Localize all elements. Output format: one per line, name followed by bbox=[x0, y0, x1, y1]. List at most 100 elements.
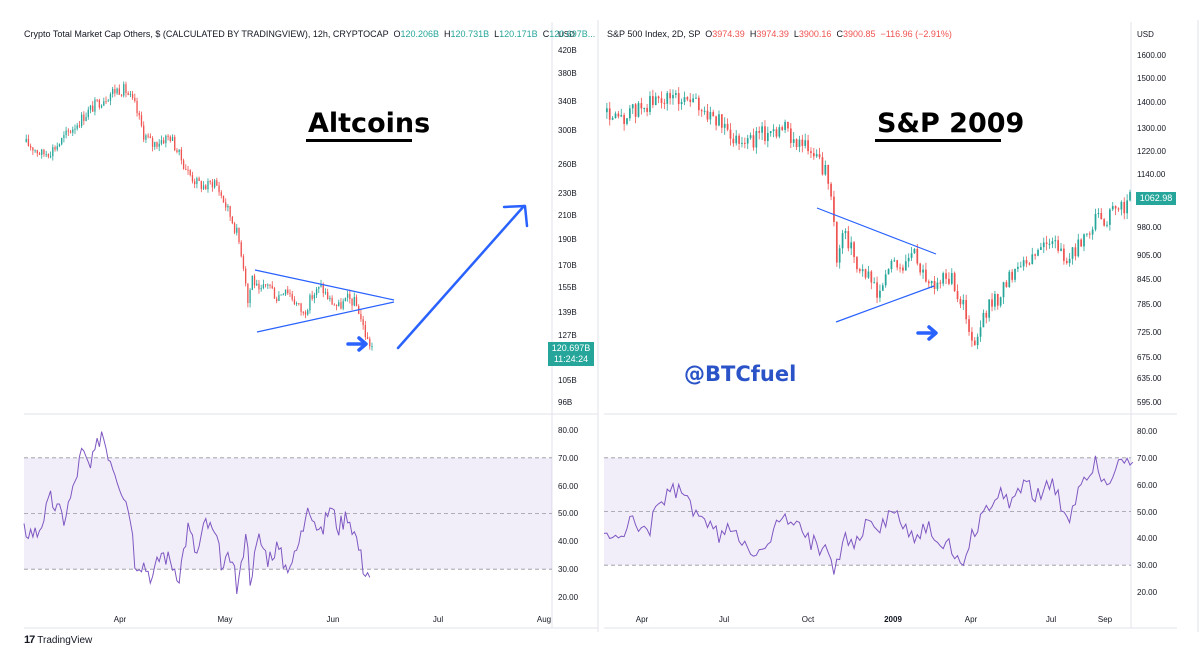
candle-body bbox=[1028, 263, 1031, 265]
small-arrow-head-icon bbox=[927, 325, 938, 341]
y-tick-label: 675.00 bbox=[1137, 353, 1162, 362]
candle-body bbox=[1045, 242, 1048, 244]
candle-body bbox=[631, 104, 634, 109]
ohlc-close: 120.697B... bbox=[549, 29, 596, 39]
tradingview-logo[interactable]: 17 TradingView bbox=[24, 634, 93, 646]
candle-body bbox=[1019, 266, 1022, 268]
rsi-tick-label: 30.00 bbox=[558, 565, 579, 574]
candle-body bbox=[979, 327, 982, 337]
candle-body bbox=[63, 135, 65, 139]
candle-body bbox=[1065, 260, 1068, 264]
chart-pane-altcoins[interactable]: USD 420B 380B 340B 300B 260B 230B 210B 190B 170B 1… bbox=[0, 0, 600, 660]
candle-body bbox=[1117, 208, 1120, 210]
candle-body bbox=[1109, 209, 1111, 225]
candle-body bbox=[646, 107, 648, 113]
candle-body bbox=[1014, 268, 1016, 280]
y-tick-label: 155B bbox=[558, 283, 577, 292]
candle-body bbox=[240, 242, 242, 257]
candle-body bbox=[741, 142, 743, 144]
candle-body bbox=[703, 110, 706, 112]
x-tick-label: 2009 bbox=[884, 615, 902, 624]
candle-body bbox=[105, 101, 107, 103]
symbol-title: S&P 500 Index, 2D, SP bbox=[607, 29, 701, 39]
candle-body bbox=[67, 130, 69, 132]
symbol-title: Crypto Total Market Cap Others, $ (CALCU… bbox=[24, 29, 389, 39]
candle-body bbox=[125, 84, 127, 94]
candle-body bbox=[291, 294, 293, 300]
y-tick-label: 980.00 bbox=[1137, 223, 1162, 232]
candle-body bbox=[697, 97, 700, 111]
candle-body bbox=[83, 114, 85, 121]
candle-body bbox=[818, 154, 821, 158]
candle-body bbox=[338, 302, 340, 306]
candle-body bbox=[999, 297, 1002, 306]
candle-body bbox=[176, 150, 178, 153]
candle-body bbox=[247, 283, 249, 303]
candle-body bbox=[787, 121, 789, 129]
candle-body bbox=[27, 138, 30, 146]
candle-body bbox=[138, 113, 140, 116]
candle-body bbox=[85, 116, 87, 121]
sp500-chart-svg[interactable]: USD 1600.00 1500.00 1400.00 1300.00 1220.00 11… bbox=[600, 0, 1200, 660]
tradingview-logo-icon: 17 bbox=[24, 634, 35, 646]
candle-body bbox=[959, 299, 962, 305]
candle-body bbox=[151, 138, 154, 147]
candle-body bbox=[1103, 219, 1105, 226]
candle-body bbox=[784, 121, 786, 130]
y-tick-label: 845.00 bbox=[1137, 275, 1162, 284]
altcoins-chart-svg[interactable]: USD 420B 380B 340B 300B 260B 230B 210B 190B 170B 1… bbox=[0, 0, 600, 660]
chart-pane-sp500[interactable]: USD 1600.00 1500.00 1400.00 1300.00 1220.00 11… bbox=[600, 0, 1200, 660]
candle-body bbox=[913, 248, 916, 254]
ohlc-close: 3900.85 bbox=[842, 29, 876, 39]
candle-body bbox=[229, 205, 231, 217]
candle-body bbox=[154, 142, 156, 147]
candle-body bbox=[284, 289, 287, 295]
y-tick-label: 1600.00 bbox=[1137, 51, 1166, 60]
candle-body bbox=[1017, 266, 1019, 269]
y-tick-label: 1500.00 bbox=[1137, 74, 1166, 83]
candle-body bbox=[61, 138, 63, 145]
candle-body bbox=[264, 284, 267, 286]
candle-body bbox=[1008, 271, 1011, 287]
candle-body bbox=[1077, 239, 1080, 257]
candle-body bbox=[775, 129, 778, 137]
candle-body bbox=[795, 139, 798, 147]
last-price-tag: 1062.98 bbox=[1136, 192, 1176, 205]
symbol-header: S&P 500 Index, 2D, SP O3974.39 H3974.39 … bbox=[607, 29, 952, 39]
candle-body bbox=[933, 281, 936, 289]
candle-body bbox=[320, 284, 322, 287]
candle-body bbox=[353, 297, 355, 306]
candle-body bbox=[156, 142, 158, 147]
y-tick-label: 170B bbox=[558, 261, 577, 270]
candle-body bbox=[902, 267, 904, 271]
candle-body bbox=[196, 178, 198, 185]
candle-body bbox=[936, 282, 939, 289]
candle-body bbox=[755, 131, 758, 148]
candle-body bbox=[1080, 239, 1082, 247]
candle-body bbox=[333, 304, 335, 306]
candle-body bbox=[835, 221, 838, 263]
candle-body bbox=[861, 269, 864, 272]
candle-body bbox=[1091, 229, 1094, 235]
candle-body bbox=[293, 299, 296, 305]
candle-body bbox=[752, 135, 755, 148]
candle-body bbox=[295, 303, 298, 305]
candle-body bbox=[634, 104, 637, 117]
y-tick-label: 127B bbox=[558, 331, 577, 340]
x-tick-label: Jun bbox=[327, 615, 340, 624]
candle-body bbox=[100, 105, 103, 108]
candle-body bbox=[87, 109, 89, 117]
candle-body bbox=[1057, 240, 1060, 251]
candle-body bbox=[1054, 240, 1057, 242]
candle-body bbox=[109, 94, 112, 101]
rsi-line bbox=[603, 455, 1134, 575]
candle-body bbox=[761, 126, 763, 133]
candle-body bbox=[58, 144, 61, 147]
candle-body bbox=[925, 269, 927, 282]
candles bbox=[25, 81, 373, 351]
candle-body bbox=[249, 289, 251, 303]
candle-body bbox=[781, 127, 784, 130]
candle-body bbox=[899, 267, 901, 269]
candle-body bbox=[726, 123, 729, 130]
candle-body bbox=[821, 157, 824, 175]
